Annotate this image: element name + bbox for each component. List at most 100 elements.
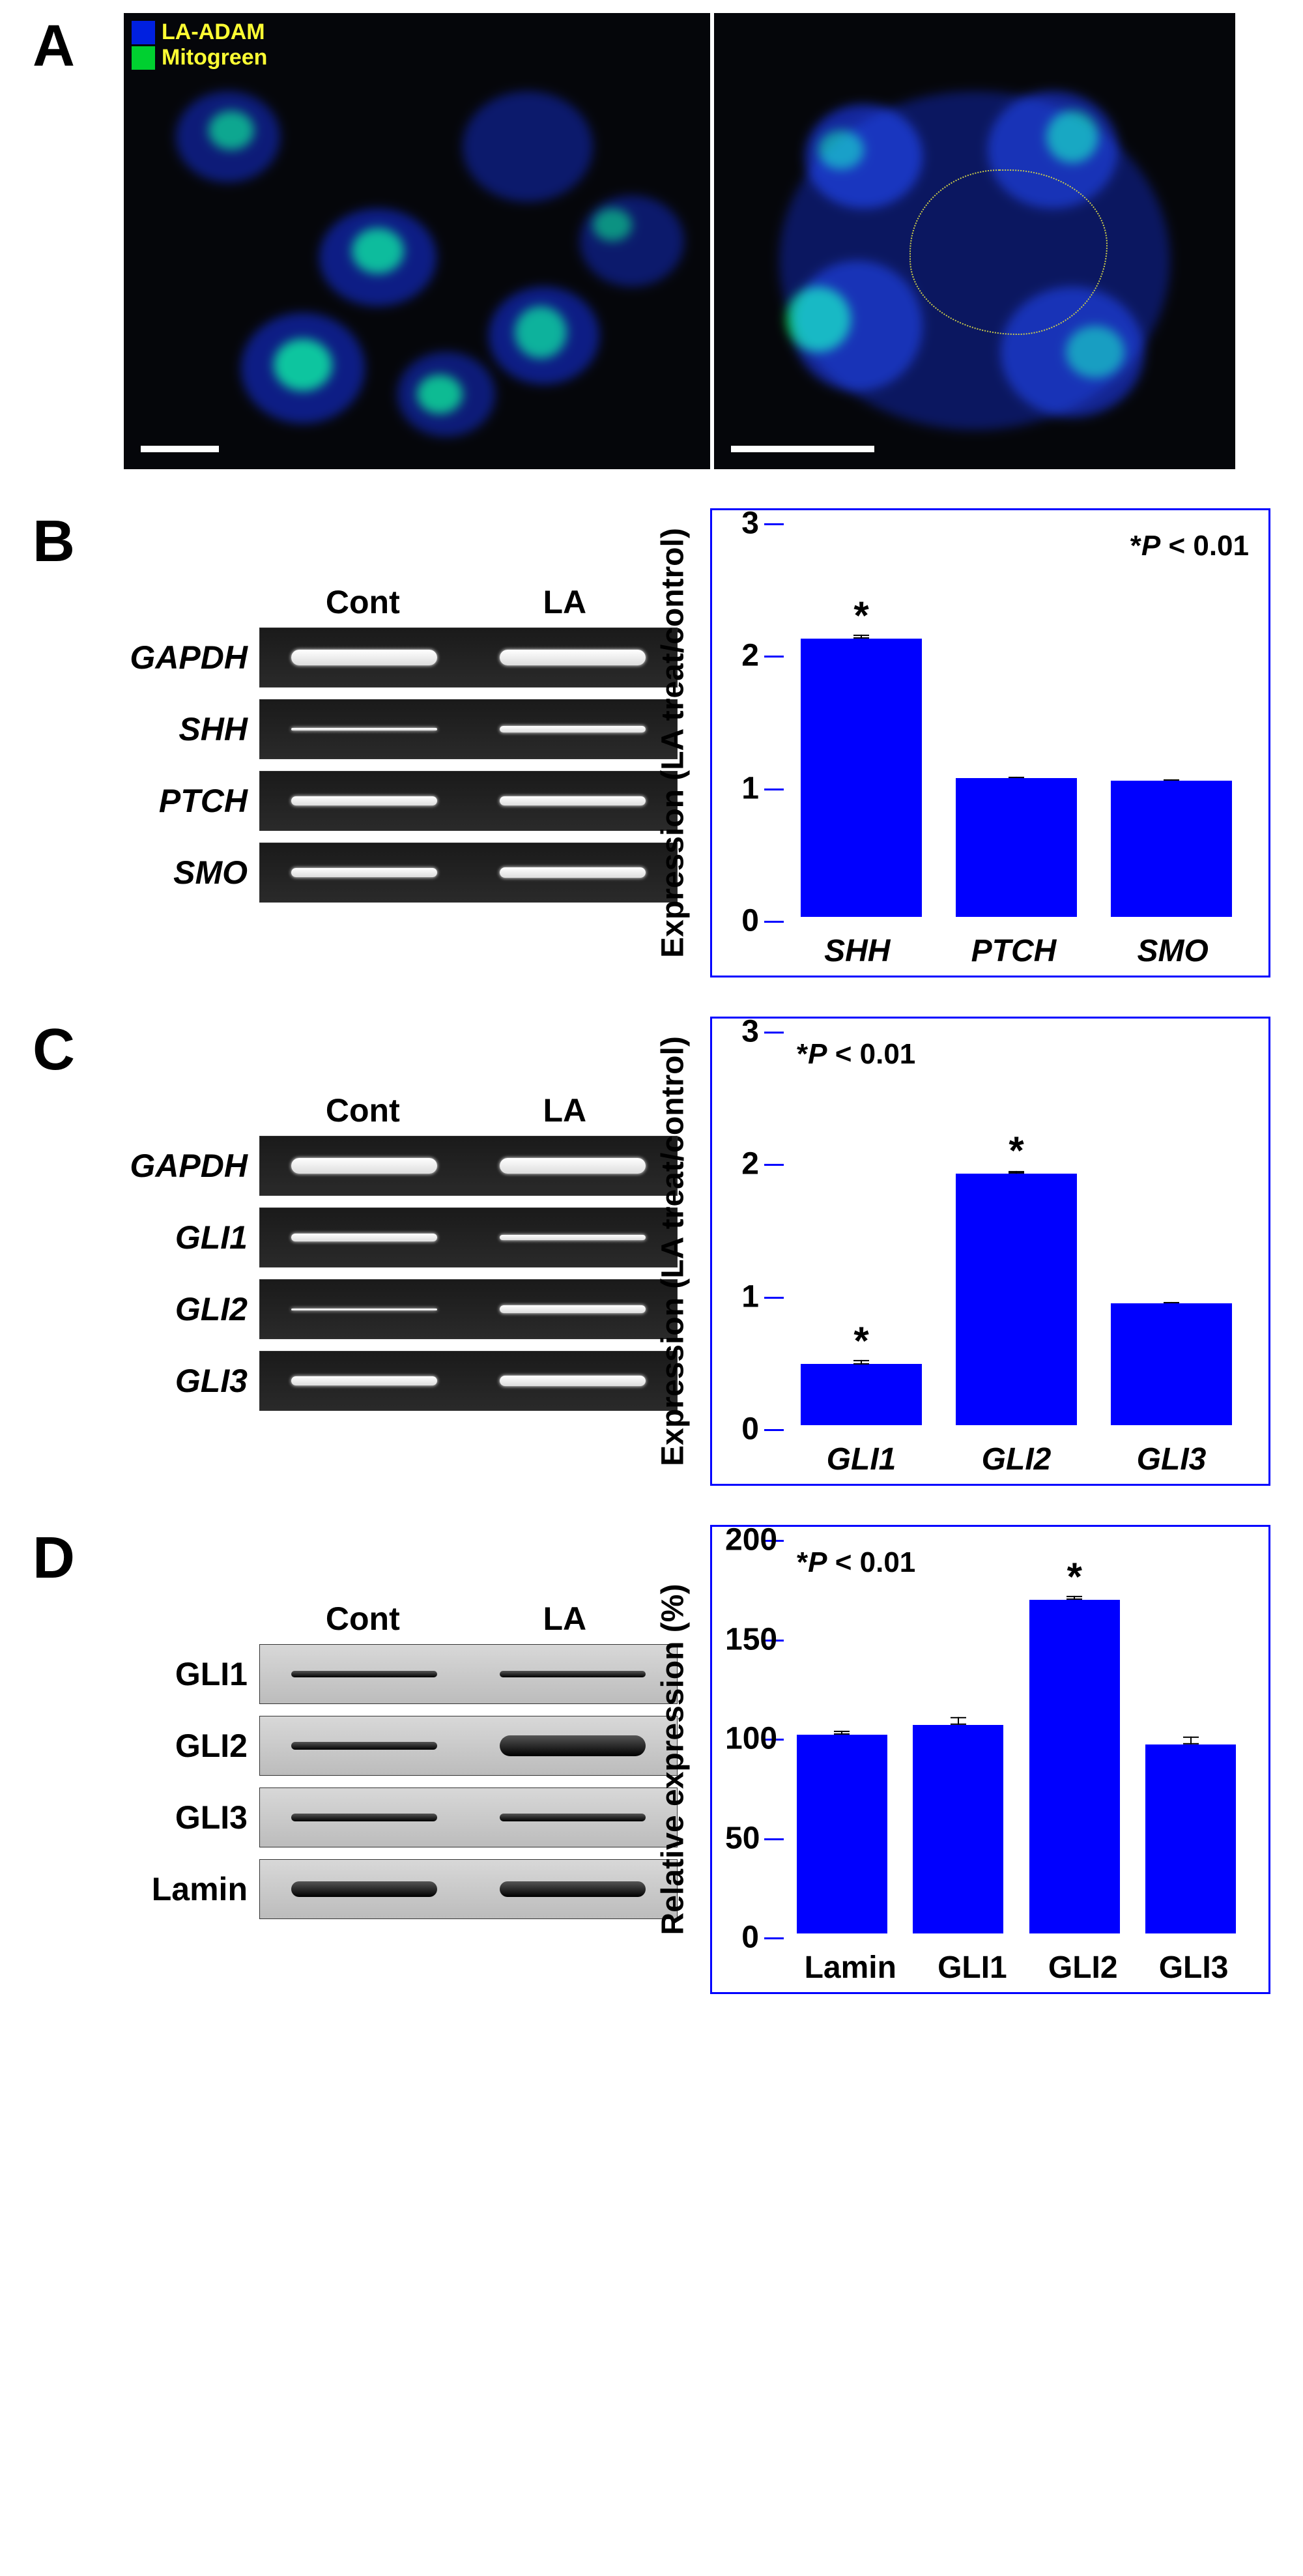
y-tick-label: 1 (725, 770, 759, 806)
bar-wrap (900, 1725, 1017, 1933)
gel-lane (260, 1645, 468, 1703)
gel-band (291, 650, 437, 665)
chart-plot-area: ** (784, 1032, 1249, 1425)
bar (913, 1725, 1003, 1933)
gel-lane-pair (259, 1716, 678, 1776)
bar: * (1029, 1600, 1120, 1933)
fluorescence-blob (1046, 111, 1098, 163)
gel-block-b: GAPDHSHHPTCHSMO (124, 628, 678, 903)
gel-row: GLI3 (124, 1351, 678, 1411)
y-tick-label: 2 (725, 638, 759, 674)
fluorescence-blob (786, 287, 851, 352)
y-tick (764, 1429, 784, 1431)
gel-band (500, 867, 646, 878)
x-tick-label: PTCH (971, 933, 1057, 969)
x-axis-labels: SHHPTCHSMO (784, 933, 1249, 969)
gel-lane-pair (259, 1136, 678, 1196)
chart-d: 050100150200Relative expression (%)*P < … (710, 1525, 1270, 1994)
gel-row-name: GLI3 (124, 1362, 248, 1400)
gel-band (500, 1671, 646, 1677)
panel-c: C Cont LA GAPDHGLI1GLI2GLI3 0123Expressi… (33, 1017, 1270, 1486)
gel-band (291, 796, 437, 805)
y-tick (764, 1164, 784, 1166)
microscopy-legend: LA-ADAMMitogreen (132, 20, 267, 70)
bar (1111, 781, 1232, 917)
y-tick-label: 3 (725, 1014, 759, 1050)
gel-header-b: Cont LA (254, 583, 658, 621)
bar (1111, 1303, 1232, 1425)
panel-c-label: C (33, 1017, 75, 1084)
gel-lane-pair (259, 771, 678, 831)
gel-lane (260, 700, 468, 759)
gel-lane (260, 1788, 468, 1847)
gel-band (291, 1158, 437, 1174)
gel-band (500, 1814, 646, 1821)
gel-row: GAPDH (124, 628, 678, 687)
legend-line: Mitogreen (132, 45, 267, 70)
y-axis-label: Relative expression (%) (655, 1584, 691, 1935)
gel-lane (468, 1136, 677, 1195)
gel-band (291, 1234, 437, 1241)
gel-band (291, 1309, 437, 1310)
x-tick-label: GLI1 (827, 1441, 896, 1477)
bar-wrap (1133, 1744, 1250, 1933)
gel-header-la: LA (543, 1600, 586, 1638)
significance-star: * (1009, 1128, 1024, 1173)
y-tick-label: 0 (725, 1920, 759, 1956)
chart-plot-area: * (784, 1540, 1249, 1933)
fluorescence-blob (352, 228, 404, 274)
significance-star: * (853, 1318, 868, 1363)
gel-row: SMO (124, 843, 678, 903)
gel-band (500, 1158, 646, 1174)
gel-lane-pair (259, 1787, 678, 1847)
gel-lane (468, 1352, 677, 1410)
bar-wrap (1094, 1303, 1249, 1425)
gel-band (500, 796, 646, 805)
x-tick-label: GLI1 (938, 1950, 1007, 1986)
legend-swatch (132, 46, 155, 70)
y-tick-label: 50 (725, 1820, 759, 1856)
fluorescence-blob (417, 375, 463, 414)
x-tick-label: GLI2 (982, 1441, 1052, 1477)
error-bar (1171, 1302, 1172, 1303)
bar-wrap (784, 1735, 900, 1933)
gel-lane-pair (259, 628, 678, 687)
microscopy-image-right (714, 13, 1235, 469)
legend-text: Mitogreen (162, 45, 267, 70)
gel-row-name: PTCH (124, 782, 248, 820)
gel-row-name: GLI2 (124, 1290, 248, 1328)
gel-band (291, 1814, 437, 1821)
legend-line: LA-ADAM (132, 20, 267, 45)
bar-wrap (939, 778, 1094, 918)
gel-row-name: GLI1 (124, 1655, 248, 1693)
bars-container: * (784, 523, 1249, 917)
gel-row: GLI2 (124, 1716, 678, 1776)
gel-band (291, 1671, 437, 1677)
gel-header-d: Cont LA (254, 1600, 658, 1638)
y-tick-label: 200 (725, 1522, 759, 1558)
significance-star: * (1067, 1554, 1082, 1599)
gel-lane-pair (259, 1351, 678, 1411)
fluorescence-blob (818, 130, 864, 169)
panel-b: B Cont LA GAPDHSHHPTCHSMO 0123Expression… (33, 508, 1270, 977)
gel-row: GLI1 (124, 1208, 678, 1267)
chart-plot-area: * (784, 523, 1249, 917)
scale-bar-right (731, 446, 874, 452)
gel-row-name: GAPDH (124, 639, 248, 676)
x-tick-label: GLI3 (1137, 1441, 1207, 1477)
bar (1145, 1744, 1236, 1933)
gel-lane (260, 1860, 468, 1918)
gel-band (291, 1742, 437, 1750)
x-tick-label: SHH (824, 933, 890, 969)
bar-wrap: * (939, 1174, 1094, 1425)
bar-wrap: * (784, 1364, 939, 1425)
gel-lane (468, 628, 677, 687)
error-bar (1171, 779, 1172, 781)
gel-lane (260, 843, 468, 902)
gel-lane (260, 1208, 468, 1267)
gel-row-name: GAPDH (124, 1147, 248, 1185)
bar-wrap: * (1016, 1600, 1133, 1933)
y-axis-label: Expression (LA treat/control) (655, 1036, 691, 1466)
chart-b: 0123Expression (LA treat/control)*P < 0.… (710, 508, 1270, 977)
gel-row-name: Lamin (124, 1870, 248, 1908)
